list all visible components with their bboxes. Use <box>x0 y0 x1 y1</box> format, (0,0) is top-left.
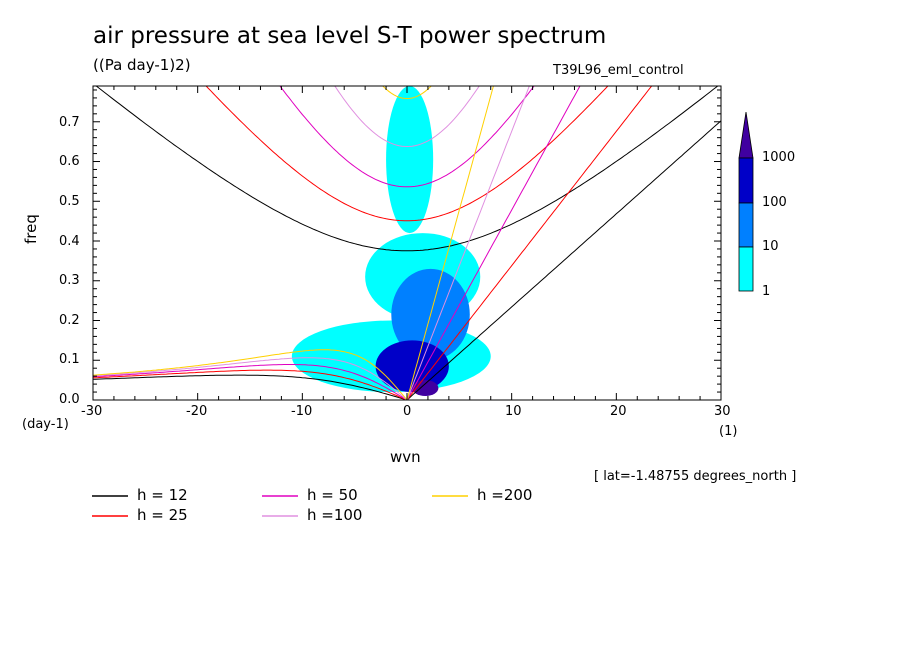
legend-label-h200: h =200 <box>477 486 533 504</box>
y-axis-label: freq <box>22 214 40 244</box>
colorbar-label-100: 100 <box>762 195 787 210</box>
colorbar <box>738 111 754 292</box>
kelvin-curve-h25 <box>406 86 653 400</box>
x-tick-label: -30 <box>81 404 103 419</box>
axis-ticks <box>92 86 722 401</box>
power-region-1000 <box>412 380 439 397</box>
colorbar-label-1: 1 <box>762 284 771 299</box>
colorbar-level-1000 <box>738 157 754 204</box>
kelvin-curve-h50 <box>406 86 581 400</box>
x-tick-label: 30 <box>714 404 731 419</box>
x-tick-label: 20 <box>610 404 627 419</box>
colorbar-label-10: 10 <box>762 239 779 254</box>
legend-swatches <box>92 495 468 517</box>
y-axis-unit: (day-1) <box>22 417 69 432</box>
colorbar-label-1000: 1000 <box>762 150 796 165</box>
legend-label-h100: h =100 <box>307 506 363 524</box>
chart-title: air pressure at sea level S-T power spec… <box>93 23 607 49</box>
gravity-curve-h25 <box>205 86 609 222</box>
x-tick-label: -20 <box>186 404 208 419</box>
y-tick-label: 0.3 <box>59 273 80 288</box>
kelvin-curve-h100 <box>406 86 530 400</box>
dispersion-curves <box>93 86 721 400</box>
y-tick-label: 0.4 <box>59 234 80 249</box>
legend-label-h50: h = 50 <box>307 486 358 504</box>
rossby-curve-h25 <box>93 369 408 400</box>
rossby-curve-h50 <box>93 364 408 400</box>
y-tick-label: 0.1 <box>59 352 80 367</box>
x-axis-label: wvn <box>390 448 421 466</box>
kelvin-curve-h200 <box>406 86 494 400</box>
experiment-label: T39L96_eml_control <box>553 63 684 78</box>
colorbar-top-arrow <box>738 111 754 159</box>
y-tick-label: 0.2 <box>59 313 80 328</box>
rossby-curve-h12 <box>93 374 408 400</box>
colorbar-level-100 <box>738 202 754 248</box>
power-region-1 <box>386 86 434 234</box>
x-tick-label: 0 <box>403 404 412 419</box>
y-tick-label: 0.7 <box>59 115 80 130</box>
gravity-curve-h12 <box>95 86 719 252</box>
rossby-curve-h100 <box>93 357 408 400</box>
x-axis-unit: (1) <box>719 424 738 439</box>
gravity-curve-h50 <box>279 86 535 188</box>
y-tick-label: 0.5 <box>59 194 80 209</box>
legend-label-h25: h = 25 <box>137 506 188 524</box>
latitude-annotation: [ lat=-1.48755 degrees_north ] <box>594 469 797 484</box>
y-tick-label: 0.0 <box>59 392 80 407</box>
rossby-curve-h200 <box>93 349 408 400</box>
power-region-100 <box>375 340 449 393</box>
gravity-curve-h200 <box>382 86 432 100</box>
x-tick-label: -10 <box>291 404 313 419</box>
chart-units: ((Pa day-1)2) <box>93 56 191 74</box>
legend-label-h12: h = 12 <box>137 486 188 504</box>
x-tick-label: 10 <box>505 404 522 419</box>
kelvin-curve-h12 <box>406 120 721 400</box>
y-tick-label: 0.6 <box>59 154 80 169</box>
colorbar-level-10 <box>738 246 754 292</box>
gravity-curve-h100 <box>334 86 480 148</box>
